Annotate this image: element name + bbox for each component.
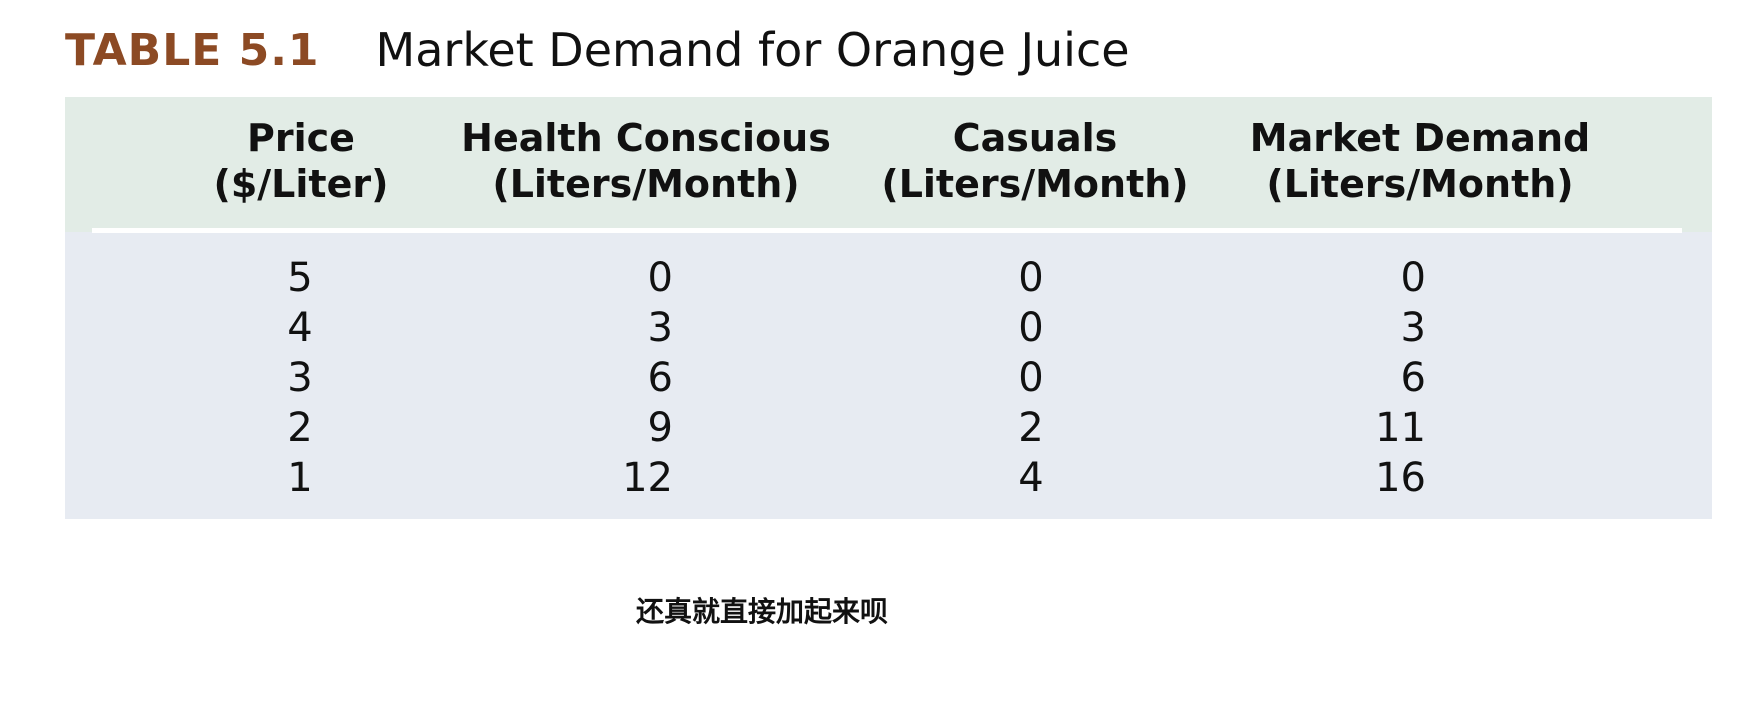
cell-market-demand: 6 <box>1400 355 1426 401</box>
cell-price: 3 <box>287 355 313 401</box>
column-header-unit: (Liters/Month) <box>492 162 800 206</box>
column-header-market-demand: Market Demand (Liters/Month) <box>1230 115 1610 207</box>
table-caption: Market Demand for Orange Juice <box>375 23 1130 77</box>
table-row: 2 9 2 11 <box>65 403 1712 453</box>
column-header-title: Health Conscious <box>461 116 831 160</box>
cell-casuals: 0 <box>1018 255 1044 301</box>
cell-health-conscious: 6 <box>647 355 673 401</box>
cell-health-conscious: 0 <box>647 255 673 301</box>
column-header-unit: ($/Liter) <box>213 162 389 206</box>
cell-price: 4 <box>287 305 313 351</box>
cell-health-conscious: 9 <box>647 405 673 451</box>
header-divider <box>92 228 1682 233</box>
table-header: Price ($/Liter) Health Conscious (Liters… <box>65 97 1712 232</box>
column-header-title: Casuals <box>952 116 1118 160</box>
cell-market-demand: 0 <box>1400 255 1426 301</box>
table-row: 1 12 4 16 <box>65 453 1712 503</box>
column-header-health-conscious: Health Conscious (Liters/Month) <box>456 115 836 207</box>
cell-health-conscious: 3 <box>647 305 673 351</box>
cell-market-demand: 11 <box>1375 405 1426 451</box>
column-header-title: Market Demand <box>1249 116 1591 160</box>
handwritten-note: 还真就直接加起来呗 <box>636 595 889 628</box>
column-header-unit: (Liters/Month) <box>1266 162 1574 206</box>
table-row: 3 6 0 6 <box>65 353 1712 403</box>
table-row: 5 0 0 0 <box>65 253 1712 303</box>
cell-casuals: 2 <box>1018 405 1044 451</box>
table-number-label: TABLE 5.1 <box>65 24 320 76</box>
table-row: 4 3 0 3 <box>65 303 1712 353</box>
column-header-unit: (Liters/Month) <box>881 162 1189 206</box>
cell-casuals: 0 <box>1018 305 1044 351</box>
cell-casuals: 4 <box>1018 455 1044 501</box>
cell-price: 5 <box>287 255 313 301</box>
demand-table: Price ($/Liter) Health Conscious (Liters… <box>65 97 1712 519</box>
cell-market-demand: 3 <box>1400 305 1426 351</box>
cell-price: 1 <box>287 455 313 501</box>
table-title: TABLE 5.1 Market Demand for Orange Juice <box>65 18 1130 82</box>
cell-price: 2 <box>287 405 313 451</box>
cell-health-conscious: 12 <box>622 455 673 501</box>
cell-casuals: 0 <box>1018 355 1044 401</box>
column-header-casuals: Casuals (Liters/Month) <box>845 115 1225 207</box>
column-header-title: Price <box>247 116 355 160</box>
table-body: 5 0 0 0 4 3 0 3 3 6 0 6 2 9 2 11 1 12 4 … <box>65 253 1712 503</box>
cell-market-demand: 16 <box>1375 455 1426 501</box>
column-header-price: Price ($/Liter) <box>111 115 491 207</box>
